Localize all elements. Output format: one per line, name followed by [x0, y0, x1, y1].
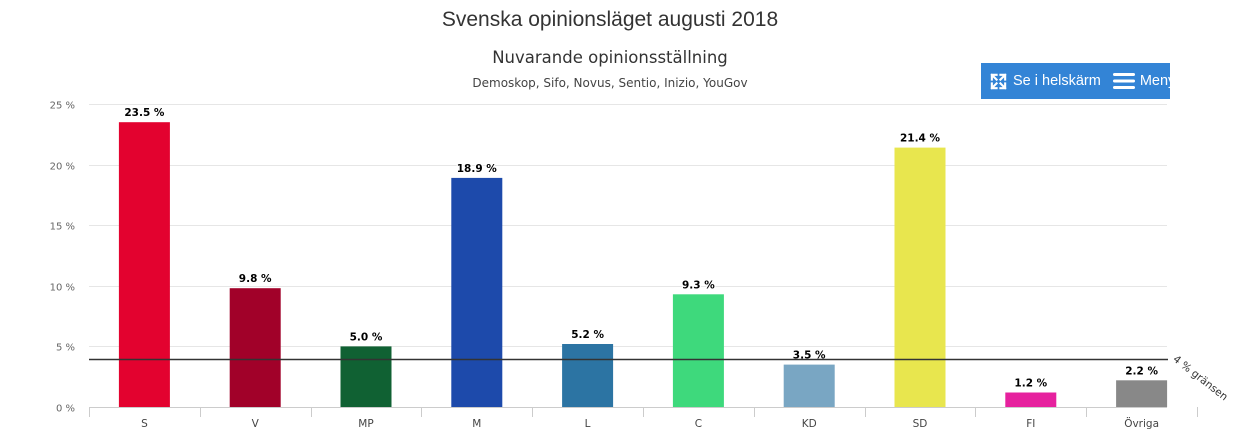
bar-mp[interactable]: [340, 346, 392, 407]
x-tick-label: M: [472, 418, 481, 430]
y-tick-label: 15 %: [50, 222, 75, 233]
x-tick-label: C: [695, 418, 702, 430]
fullscreen-label: Se i helskärm: [1013, 73, 1101, 89]
data-label: 2.2 %: [1125, 365, 1158, 377]
page-title: Svenska opinionsläget augusti 2018: [441, 8, 779, 31]
fullscreen-icon: [990, 72, 1007, 90]
chart-sources: Demoskop, Sifo, Novus, Sentio, Inizio, Y…: [472, 76, 748, 90]
data-label: 18.9 %: [457, 163, 498, 175]
x-tick-label: SD: [913, 418, 928, 430]
threshold-label: 4 % gränsen: [1171, 353, 1230, 403]
bar-sd[interactable]: [894, 147, 946, 407]
data-label: 9.3 %: [682, 279, 715, 291]
data-label: 5.2 %: [571, 329, 604, 341]
bar-c[interactable]: [672, 294, 724, 407]
data-label: 9.8 %: [239, 273, 272, 285]
data-label: 5.0 %: [350, 331, 383, 343]
x-tick-label: L: [585, 418, 591, 430]
bar-s[interactable]: [118, 122, 170, 407]
x-tick-label: FI: [1026, 418, 1035, 430]
chart-toolbar: Se i helskärm Meny: [981, 63, 1175, 99]
data-label: 23.5 %: [124, 107, 165, 119]
bar-kd[interactable]: [783, 364, 835, 407]
y-tick-label: 0 %: [56, 404, 75, 415]
y-tick-label: 5 %: [56, 343, 75, 354]
data-label: 21.4 %: [900, 133, 941, 145]
bar-m[interactable]: [451, 177, 503, 407]
y-tick-label: 20 %: [50, 162, 75, 173]
fullscreen-button[interactable]: Se i helskärm: [989, 72, 1101, 91]
menu-button[interactable]: Meny: [1112, 72, 1176, 90]
y-tick-label: 10 %: [50, 283, 75, 294]
bar-v[interactable]: [229, 288, 281, 407]
chart-subtitle: Nuvarande opinionsställning: [492, 48, 728, 67]
bar-l[interactable]: [562, 344, 614, 407]
menu-label: Meny: [1139, 73, 1176, 89]
x-tick-label: S: [141, 418, 148, 430]
x-tick-label: MP: [358, 418, 373, 430]
bar-övriga[interactable]: [1116, 380, 1168, 407]
data-label: 1.2 %: [1014, 378, 1047, 390]
y-tick-label: 25 %: [50, 101, 75, 112]
x-tick-label: V: [252, 418, 260, 430]
x-tick-label: Övriga: [1124, 417, 1159, 430]
hamburger-menu-icon: [1112, 73, 1135, 89]
bar-fi[interactable]: [1005, 392, 1057, 408]
x-tick-label: KD: [802, 418, 817, 430]
